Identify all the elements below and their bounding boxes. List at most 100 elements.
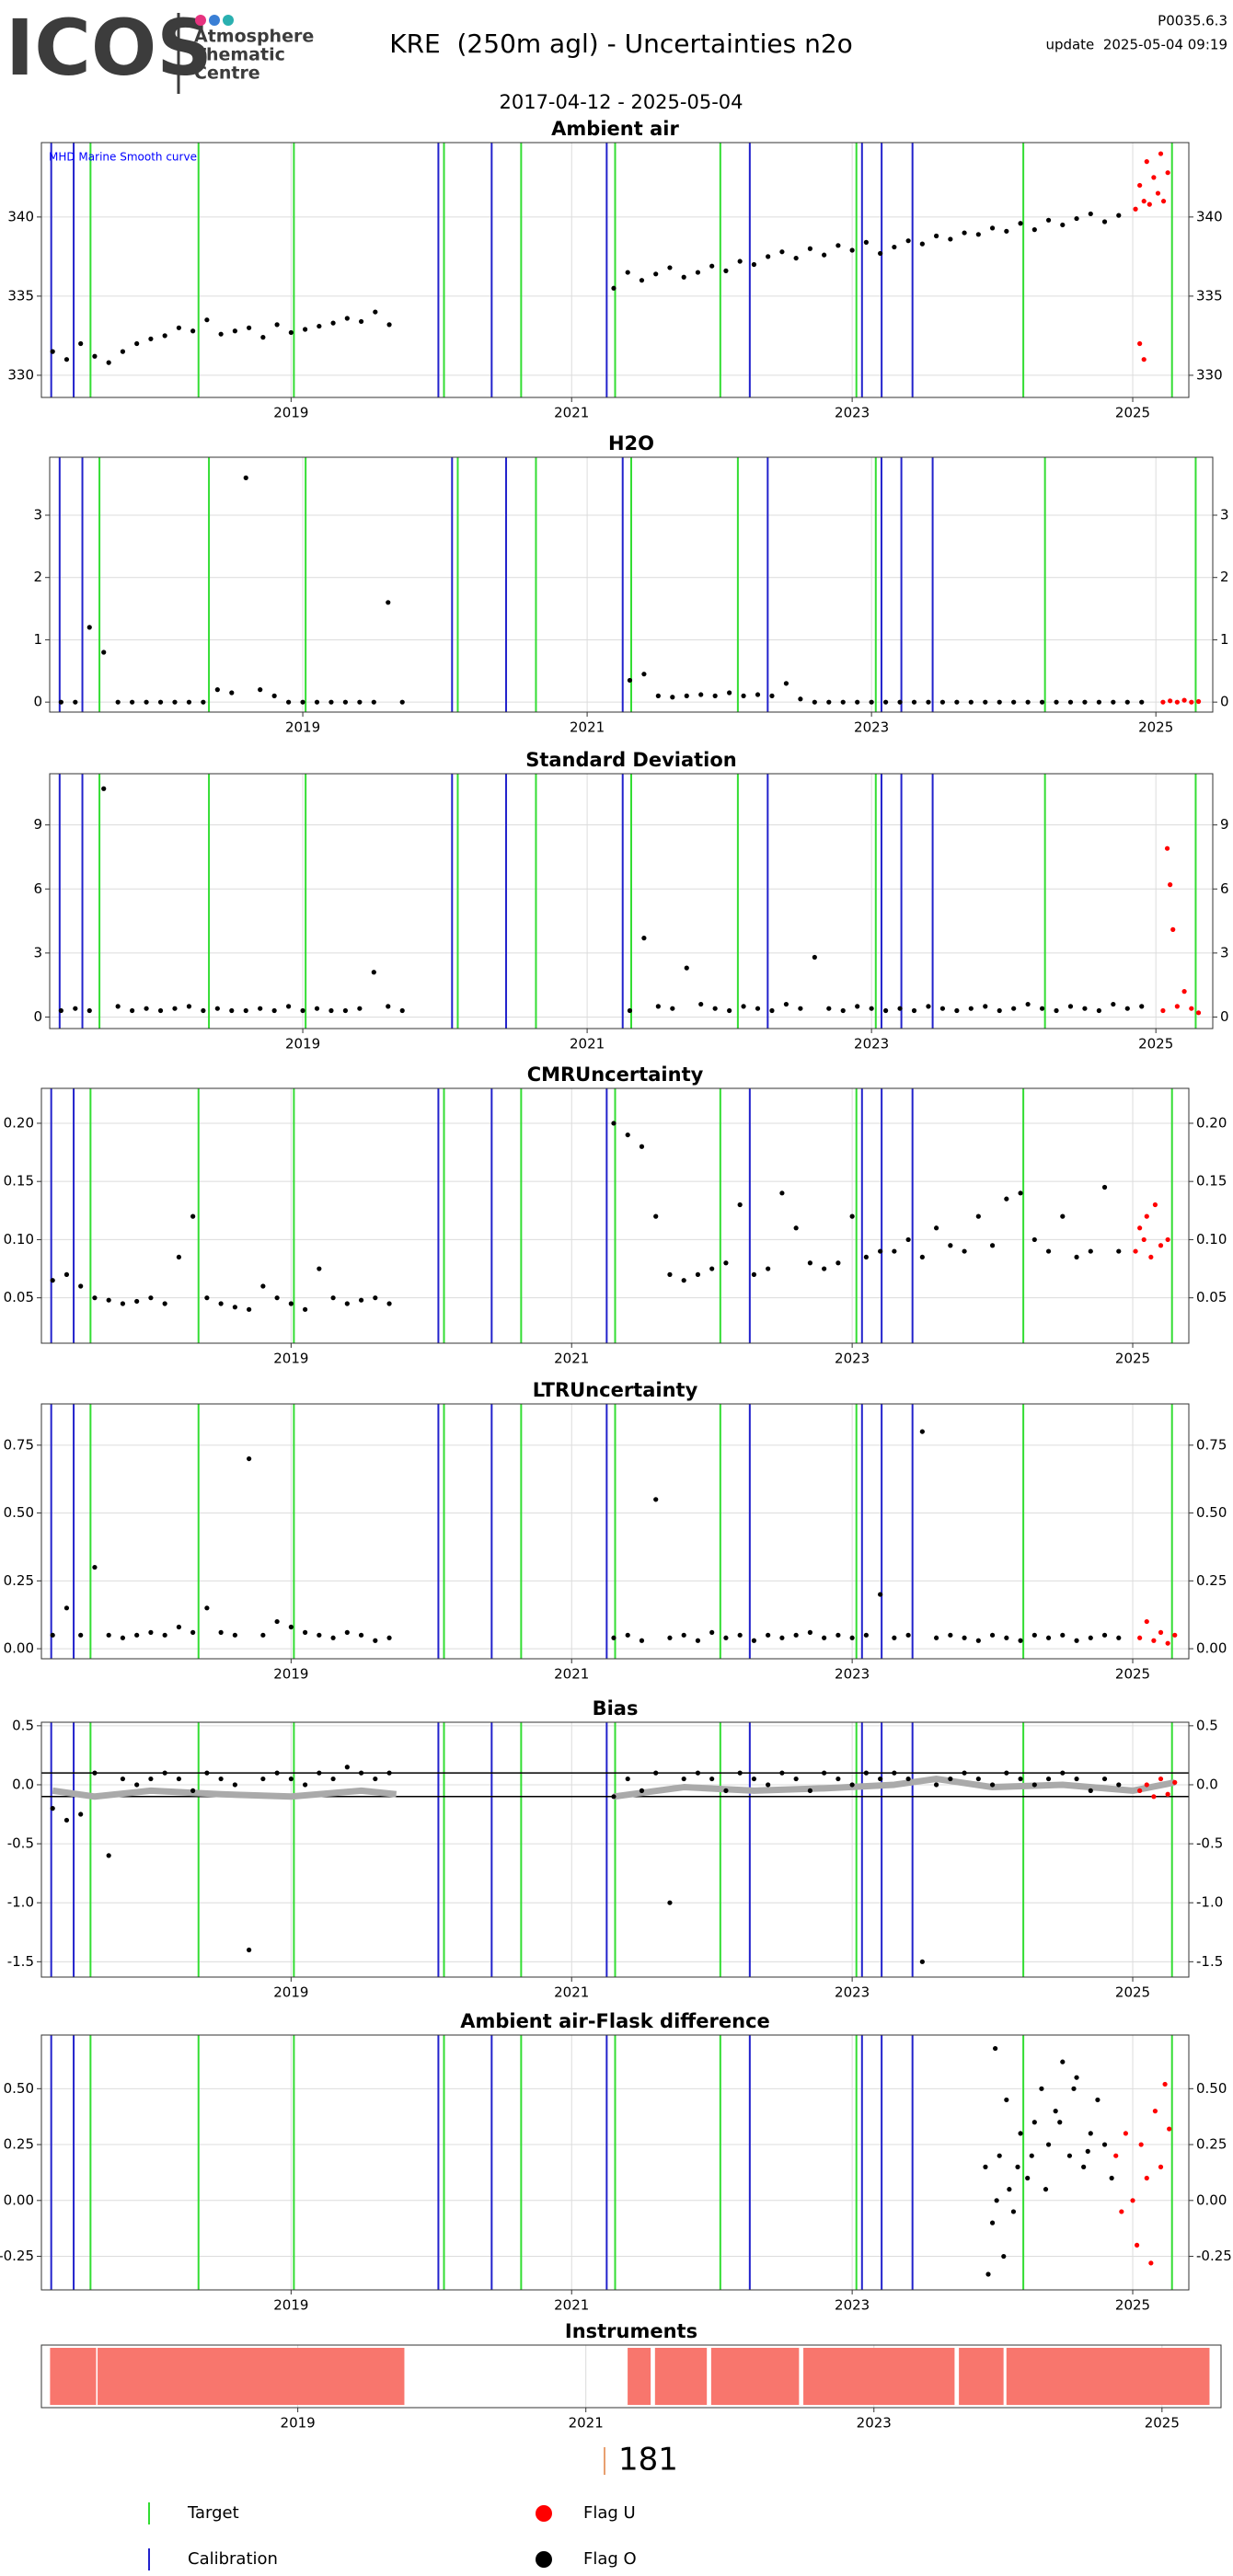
point	[50, 349, 55, 354]
point	[1045, 217, 1052, 223]
point	[1101, 1632, 1108, 1638]
point	[751, 261, 757, 268]
point	[822, 1770, 827, 1776]
point	[994, 2198, 999, 2203]
point	[342, 699, 349, 705]
point	[134, 1298, 140, 1305]
legend-swatch	[536, 2505, 552, 2522]
point	[186, 1004, 192, 1009]
point	[1148, 2260, 1154, 2266]
point	[1151, 1638, 1157, 1643]
y-tick-label: 0.00	[1196, 1640, 1227, 1657]
point	[1031, 227, 1037, 233]
point	[344, 1765, 350, 1770]
point	[357, 1006, 363, 1011]
point	[201, 1007, 206, 1014]
point	[1168, 698, 1173, 704]
point	[229, 1007, 235, 1014]
y-tick-label: 3	[33, 506, 42, 523]
point	[983, 1004, 988, 1009]
point	[260, 1632, 266, 1638]
point	[63, 1271, 70, 1277]
point	[779, 1190, 785, 1196]
point	[695, 1638, 701, 1643]
x-tick-label: 2021	[554, 1666, 589, 1683]
point	[989, 1782, 996, 1788]
point	[863, 1770, 869, 1776]
logo-subtitle: Thematic	[194, 45, 285, 65]
point	[1111, 699, 1116, 705]
y-tick-label: 9	[33, 816, 42, 833]
y-tick-label: 0.25	[4, 2136, 34, 2153]
x-tick-label: 2019	[273, 1666, 308, 1683]
point	[1088, 1788, 1093, 1793]
point	[229, 690, 235, 696]
x-tick-label: 2019	[273, 2297, 308, 2314]
point	[712, 1006, 718, 1011]
x-tick-label: 2023	[835, 1351, 870, 1367]
point	[130, 699, 135, 705]
point	[1057, 2120, 1063, 2125]
point	[1181, 697, 1187, 703]
point	[1124, 699, 1130, 705]
point	[120, 1301, 126, 1306]
instrument-period	[1006, 2348, 1210, 2405]
point	[148, 1776, 154, 1782]
point	[358, 1770, 364, 1776]
point	[330, 1295, 336, 1301]
point	[63, 1817, 70, 1823]
point	[709, 1629, 715, 1635]
point	[954, 699, 960, 705]
point	[807, 246, 812, 251]
point	[892, 1635, 897, 1640]
point	[793, 1632, 799, 1638]
point	[274, 1770, 280, 1776]
point	[386, 1770, 392, 1776]
point	[1144, 1213, 1149, 1219]
point	[1029, 2153, 1034, 2158]
point	[1101, 2142, 1108, 2147]
point	[120, 1635, 126, 1640]
point	[939, 1006, 946, 1011]
point	[897, 1006, 903, 1011]
point	[176, 1254, 181, 1260]
instrument-period	[959, 2348, 1004, 2405]
point	[218, 1301, 224, 1306]
point	[989, 2220, 996, 2225]
panel-title: Standard Deviation	[525, 749, 737, 771]
point	[1060, 222, 1066, 228]
point	[1007, 2187, 1012, 2192]
point	[300, 1007, 305, 1014]
point	[1039, 699, 1045, 705]
point	[968, 1006, 974, 1011]
point	[1031, 2120, 1037, 2125]
point	[695, 1770, 701, 1776]
period: 2017-04-12 - 2025-05-04	[499, 91, 743, 113]
y-tick-label: 2	[1220, 569, 1229, 585]
point	[751, 1638, 757, 1643]
point	[997, 699, 1002, 705]
point	[997, 1007, 1002, 1014]
point	[218, 331, 224, 337]
plot-border	[40, 2034, 1190, 2291]
y-tick-label: 0	[33, 1008, 42, 1025]
point	[1088, 211, 1093, 217]
point	[1195, 1010, 1202, 1016]
y-tick-label: 335	[1196, 287, 1223, 304]
point	[826, 1006, 832, 1011]
point	[727, 690, 732, 696]
point	[204, 1770, 210, 1776]
point	[681, 274, 686, 280]
point	[172, 1006, 178, 1011]
point	[933, 1225, 939, 1231]
point	[975, 1638, 981, 1643]
point	[1045, 2142, 1052, 2147]
point	[358, 318, 364, 325]
point	[1043, 2187, 1049, 2192]
x-tick-label: 2025	[1115, 405, 1150, 421]
point	[1160, 199, 1167, 204]
plot-border	[40, 1403, 1190, 1660]
point	[260, 1776, 266, 1782]
point	[1144, 2175, 1149, 2181]
point	[627, 1007, 633, 1014]
